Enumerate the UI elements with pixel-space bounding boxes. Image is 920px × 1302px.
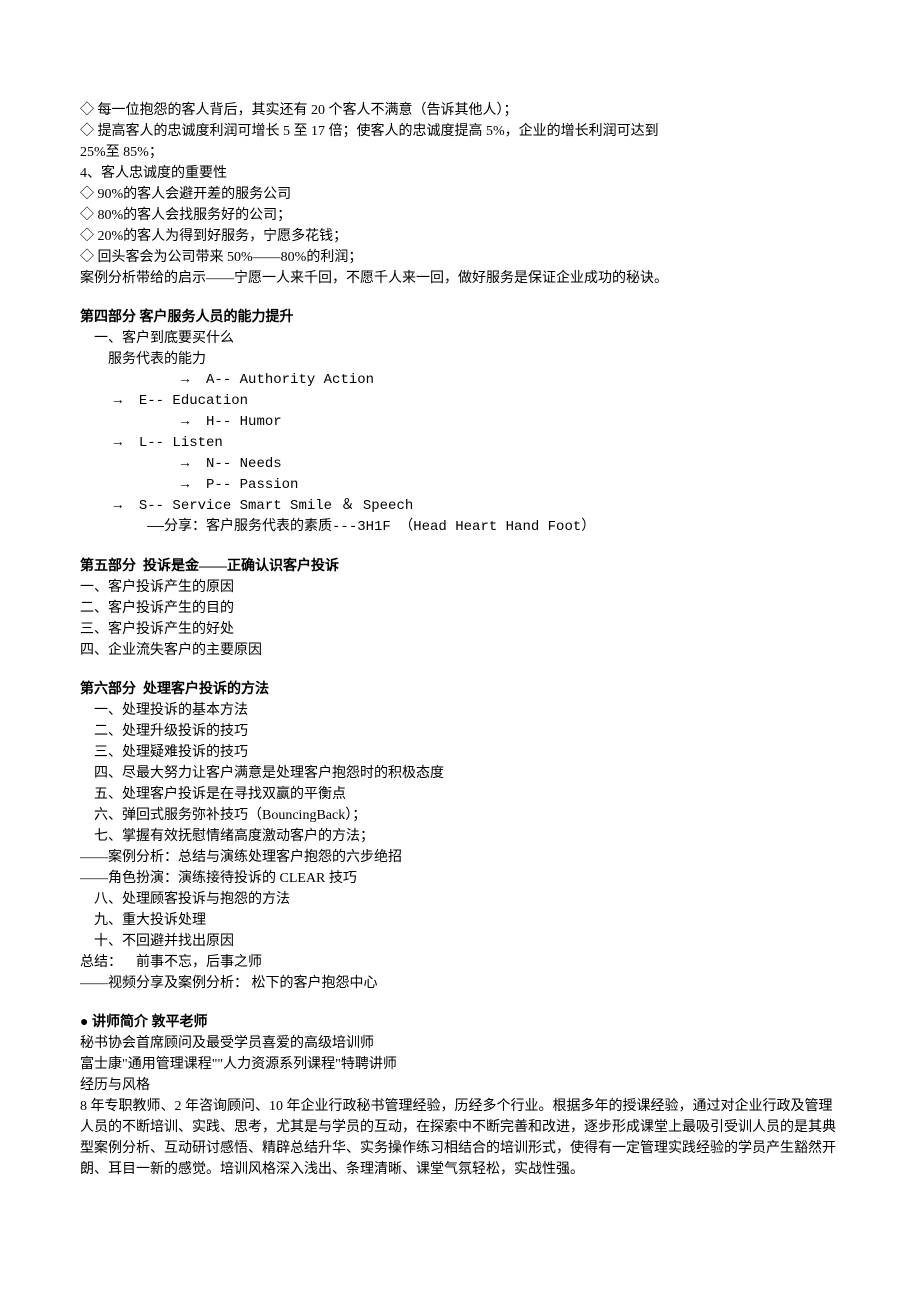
body-text: 十、不回避并找出原因 — [80, 931, 840, 952]
body-text: 富士康"通用管理课程""人力资源系列课程"特聘讲师 — [80, 1054, 840, 1075]
body-text: ◇ 20%的客人为得到好服务，宁愿多花钱； — [80, 226, 840, 247]
body-text: → L-- Listen — [80, 433, 840, 454]
section-heading: 第五部分 投诉是金——正确认识客户投诉 — [80, 556, 840, 577]
body-text: 五、处理客户投诉是在寻找双赢的平衡点 — [80, 784, 840, 805]
body-text: 三、客户投诉产生的好处 — [80, 619, 840, 640]
body-text: ——角色扮演：演练接待投诉的 CLEAR 技巧 — [80, 868, 840, 889]
body-text: ◇ 90%的客人会避开差的服务公司 — [80, 184, 840, 205]
body-text: → A-- Authority Action — [80, 370, 840, 391]
body-text: → N-- Needs — [80, 454, 840, 475]
body-text: 4、客人忠诚度的重要性 — [80, 163, 840, 184]
spacer — [80, 994, 840, 1012]
body-text: 经历与风格 — [80, 1075, 840, 1096]
spacer — [80, 661, 840, 679]
section-heading: 第四部分 客户服务人员的能力提升 — [80, 307, 840, 328]
spacer — [80, 538, 840, 556]
body-text: 六、弹回式服务弥补技巧（BouncingBack）； — [80, 805, 840, 826]
body-text: 八、处理顾客投诉与抱怨的方法 — [80, 889, 840, 910]
body-text: ◇ 每一位抱怨的客人背后，其实还有 20 个客人不满意（告诉其他人）； — [80, 100, 840, 121]
section-heading: 第六部分 处理客户投诉的方法 — [80, 679, 840, 700]
section-heading: ● 讲师简介 敦平老师 — [80, 1012, 840, 1033]
body-text: 二、客户投诉产生的目的 — [80, 598, 840, 619]
body-text: 四、企业流失客户的主要原因 — [80, 640, 840, 661]
body-text: 25%至 85%； — [80, 142, 840, 163]
body-text: ◇ 回头客会为公司带来 50%——80%的利润； — [80, 247, 840, 268]
body-text: 8 年专职教师、2 年咨询顾问、10 年企业行政秘书管理经验，历经多个行业。根据… — [80, 1096, 840, 1180]
body-text: 秘书协会首席顾问及最受学员喜爱的高级培训师 — [80, 1033, 840, 1054]
body-text: 七、掌握有效抚慰情绪高度激动客户的方法； — [80, 826, 840, 847]
body-text: → H-- Humor — [80, 412, 840, 433]
body-text: 一、客户到底要买什么 — [80, 328, 840, 349]
body-text: 二、处理升级投诉的技巧 — [80, 721, 840, 742]
body-text: 总结： 前事不忘，后事之师 — [80, 952, 840, 973]
body-text: 四、尽最大努力让客户满意是处理客户抱怨时的积极态度 — [80, 763, 840, 784]
body-text: ——分享：客户服务代表的素质---3H1F （Head Heart Hand F… — [80, 517, 840, 538]
spacer — [80, 289, 840, 307]
body-text: 一、处理投诉的基本方法 — [80, 700, 840, 721]
body-text: → P-- Passion — [80, 475, 840, 496]
body-text: → S-- Service Smart Smile ＆ Speech — [80, 496, 840, 517]
body-text: ——案例分析：总结与演练处理客户抱怨的六步绝招 — [80, 847, 840, 868]
body-text: ◇ 80%的客人会找服务好的公司； — [80, 205, 840, 226]
body-text: 九、重大投诉处理 — [80, 910, 840, 931]
body-text: 三、处理疑难投诉的技巧 — [80, 742, 840, 763]
body-text: → E-- Education — [80, 391, 840, 412]
body-text: ——视频分享及案例分析： 松下的客户抱怨中心 — [80, 973, 840, 994]
body-text: 一、客户投诉产生的原因 — [80, 577, 840, 598]
body-text: 服务代表的能力 — [80, 349, 840, 370]
body-text: 案例分析带给的启示——宁愿一人来千回，不愿千人来一回，做好服务是保证企业成功的秘… — [80, 268, 840, 289]
body-text: ◇ 提高客人的忠诚度利润可增长 5 至 17 倍；使客人的忠诚度提高 5%，企业… — [80, 121, 840, 142]
document-page: ◇ 每一位抱怨的客人背后，其实还有 20 个客人不满意（告诉其他人）； ◇ 提高… — [0, 0, 920, 1302]
